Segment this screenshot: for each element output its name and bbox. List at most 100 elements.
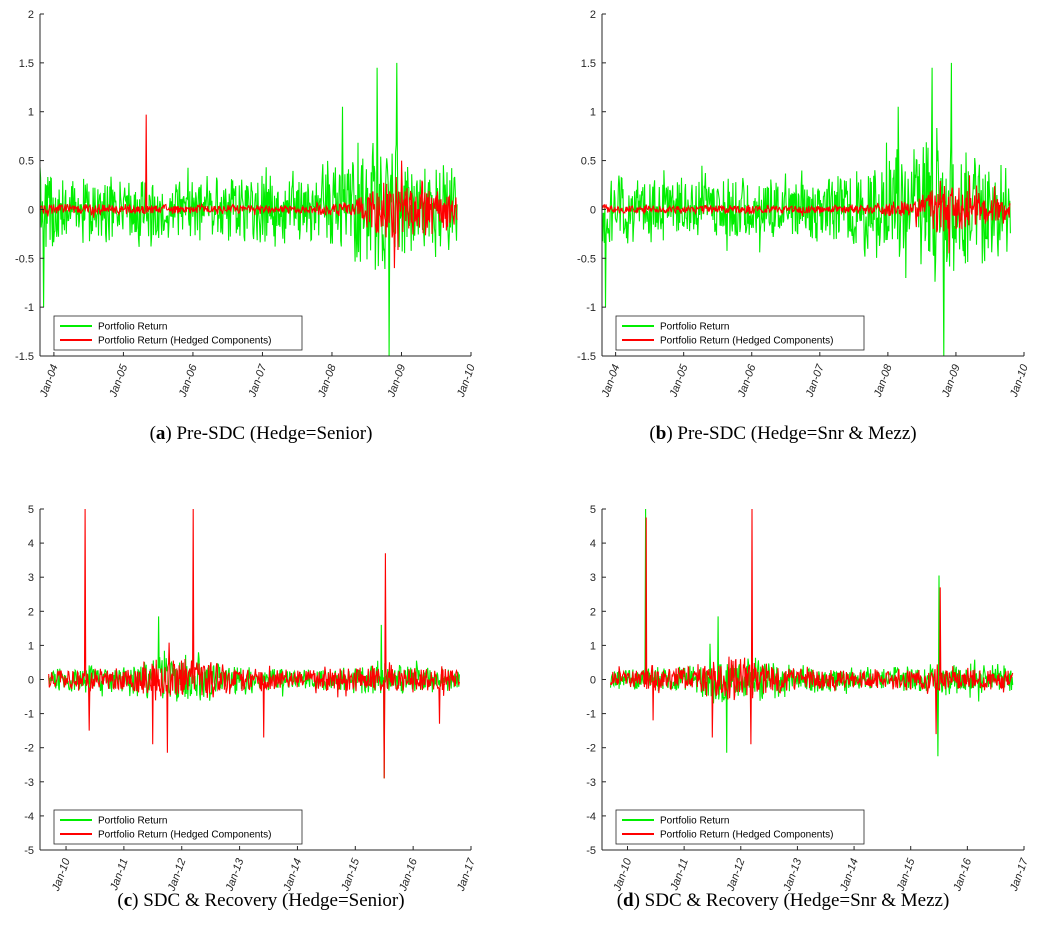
caption-c: (c) SDC & Recovery (Hedge=Senior)	[117, 890, 405, 911]
panel-d: -5 -4 -3 -2 -1 0 1 2 3 4 5 Jan-10 Jan-11 Jan-12 Jan-13…	[522, 472, 1044, 943]
caption-c-text: SDC & Recovery (Hedge=Senior)	[138, 890, 405, 911]
x-tick-label: Jan-16	[951, 856, 974, 893]
y-tick-label: -2	[24, 743, 34, 755]
series-line-hedged-components	[609, 509, 1014, 745]
legend-label: Portfolio Return	[660, 816, 729, 827]
x-tick-label: Jan-08	[316, 362, 339, 399]
x-tick-label: Jan-14	[281, 857, 304, 894]
legend-box	[53, 809, 303, 845]
x-tick-label: Jan-14	[838, 857, 861, 894]
panel-c: -5 -4 -3 -2 -1 0 1 2 3 4 5 Jan-10 Jan-11 Jan-12 Jan-13…	[0, 472, 522, 943]
series-line-hedged-components	[48, 509, 460, 779]
x-tick-label: Jan-09	[385, 363, 408, 400]
y-tick-label: -3	[24, 777, 34, 789]
x-tick-label: Jan-07	[246, 362, 269, 399]
y-tick-label: 5	[590, 504, 596, 516]
y-tick-label: 1.5	[19, 58, 34, 70]
legend-box	[615, 315, 865, 351]
chart-d: -5 -4 -3 -2 -1 0 1 2 3 4 5 Jan-10 Jan-11 Jan-12 Jan-13…	[586, 504, 1031, 894]
y-tick-label: 3	[28, 572, 34, 584]
y-tick-label: 1	[590, 640, 596, 652]
series-line-hedged-components	[40, 114, 458, 269]
caption-d-text: SDC & Recovery (Hedge=Snr & Mezz)	[639, 890, 950, 911]
legend-label: Portfolio Return	[98, 322, 167, 333]
y-tick-label: 2	[28, 606, 34, 618]
x-tick-label: Jan-05	[107, 362, 130, 399]
y-tick-label: 1	[590, 107, 596, 119]
y-tick-label: 2	[590, 9, 596, 21]
caption-b-text: Pre-SDC (Hedge=Snr & Mezz)	[672, 423, 917, 444]
legend-label: Portfolio Return (Hedged Components)	[98, 336, 271, 347]
y-tick-label: 0	[590, 204, 596, 216]
y-tick-label: -4	[24, 811, 34, 823]
caption-b-letter: b	[655, 423, 667, 444]
legend-label: Portfolio Return (Hedged Components)	[660, 336, 833, 347]
series-line-hedged-components	[602, 175, 1011, 254]
y-tick-label: -1.5	[577, 351, 596, 363]
caption-d-letter: d	[623, 890, 634, 911]
y-tick-label: -0.5	[15, 253, 34, 265]
x-tick-label: Jan-11	[668, 857, 691, 893]
x-tick-label: Jan-08	[872, 362, 895, 399]
y-tick-label: -3	[586, 777, 596, 789]
y-tick-label: 0.5	[19, 156, 34, 168]
chart-c: -5 -4 -3 -2 -1 0 1 2 3 4 5 Jan-10 Jan-11 Jan-12 Jan-13…	[24, 504, 478, 894]
y-tick-label: -0.5	[577, 253, 596, 265]
y-tick-label: 4	[28, 538, 34, 550]
x-tick-label: Jan-17	[1008, 856, 1031, 893]
x-tick-label: Jan-10	[455, 362, 478, 399]
y-tick-label: 1.5	[581, 58, 596, 70]
caption-a-letter: a	[155, 423, 166, 444]
x-tick-label: Jan-16	[397, 856, 420, 893]
y-tick-label: 4	[590, 538, 596, 550]
y-tick-label: -1	[24, 302, 34, 314]
y-tick-label: 5	[28, 504, 34, 516]
series-line-portfolio-return	[602, 62, 1011, 356]
x-tick-label: Jan-17	[455, 856, 478, 893]
series-line-portfolio-return	[40, 62, 458, 356]
caption-a: (a) Pre-SDC (Hedge=Senior)	[149, 423, 373, 444]
legend-label: Portfolio Return (Hedged Components)	[98, 830, 271, 841]
x-tick-label: Jan-09	[940, 363, 963, 400]
y-tick-label: 0	[590, 675, 596, 687]
chart-b: -1.5 -1 -0.5 0 0.5 1 1.5 2 Jan-04 Jan-05 Jan-06 Jan…	[577, 9, 1031, 400]
y-tick-label: -4	[586, 811, 596, 823]
x-tick-label: Jan-13	[781, 856, 804, 893]
x-tick-label: Jan-11	[108, 857, 131, 893]
x-tick-label: Jan-04	[599, 363, 622, 400]
y-tick-label: 0	[28, 204, 34, 216]
y-tick-label: 3	[590, 572, 596, 584]
caption-a-text: Pre-SDC (Hedge=Senior)	[171, 423, 373, 444]
y-tick-label: 1	[28, 640, 34, 652]
y-tick-label: -1.5	[15, 351, 34, 363]
caption-b: (b) Pre-SDC (Hedge=Snr & Mezz)	[649, 423, 917, 444]
legend-label: Portfolio Return	[98, 816, 167, 827]
x-tick-label: Jan-15	[894, 856, 917, 893]
x-tick-label: Jan-06	[177, 362, 200, 399]
x-tick-label: Jan-06	[735, 362, 758, 399]
x-tick-label: Jan-05	[667, 362, 690, 399]
series-line-portfolio-return	[48, 616, 460, 779]
caption-c-letter: c	[123, 890, 133, 911]
series-line-portfolio-return	[609, 509, 1014, 757]
y-tick-label: 2	[28, 9, 34, 21]
legend-box	[53, 315, 303, 351]
y-tick-label: -1	[586, 709, 596, 721]
y-tick-label: 0	[28, 675, 34, 687]
x-tick-label: Jan-12	[724, 857, 747, 894]
caption-d: (d) SDC & Recovery (Hedge=Snr & Mezz)	[616, 890, 950, 911]
y-tick-label: 0.5	[581, 156, 596, 168]
y-tick-label: 1	[28, 107, 34, 119]
x-tick-label: Jan-04	[38, 363, 61, 400]
legend-label: Portfolio Return (Hedged Components)	[660, 830, 833, 841]
y-tick-label: -1	[586, 302, 596, 314]
x-tick-label: Jan-10	[611, 856, 634, 893]
x-tick-label: Jan-10	[1008, 362, 1031, 399]
panel-b: -1.5 -1 -0.5 0 0.5 1 1.5 2 Jan-04 Jan-05 Jan-06 Jan…	[522, 0, 1044, 471]
x-tick-label: Jan-15	[339, 856, 362, 893]
legend-label: Portfolio Return	[660, 322, 729, 333]
x-tick-label: Jan-07	[804, 362, 827, 399]
x-tick-label: Jan-13	[223, 856, 246, 893]
y-tick-label: -5	[24, 845, 34, 857]
panel-a: -1.5 -1 -0.5 0 0.5 1 1.5 2 Jan-04 Jan-05 Jan-06 Jan…	[0, 0, 522, 471]
